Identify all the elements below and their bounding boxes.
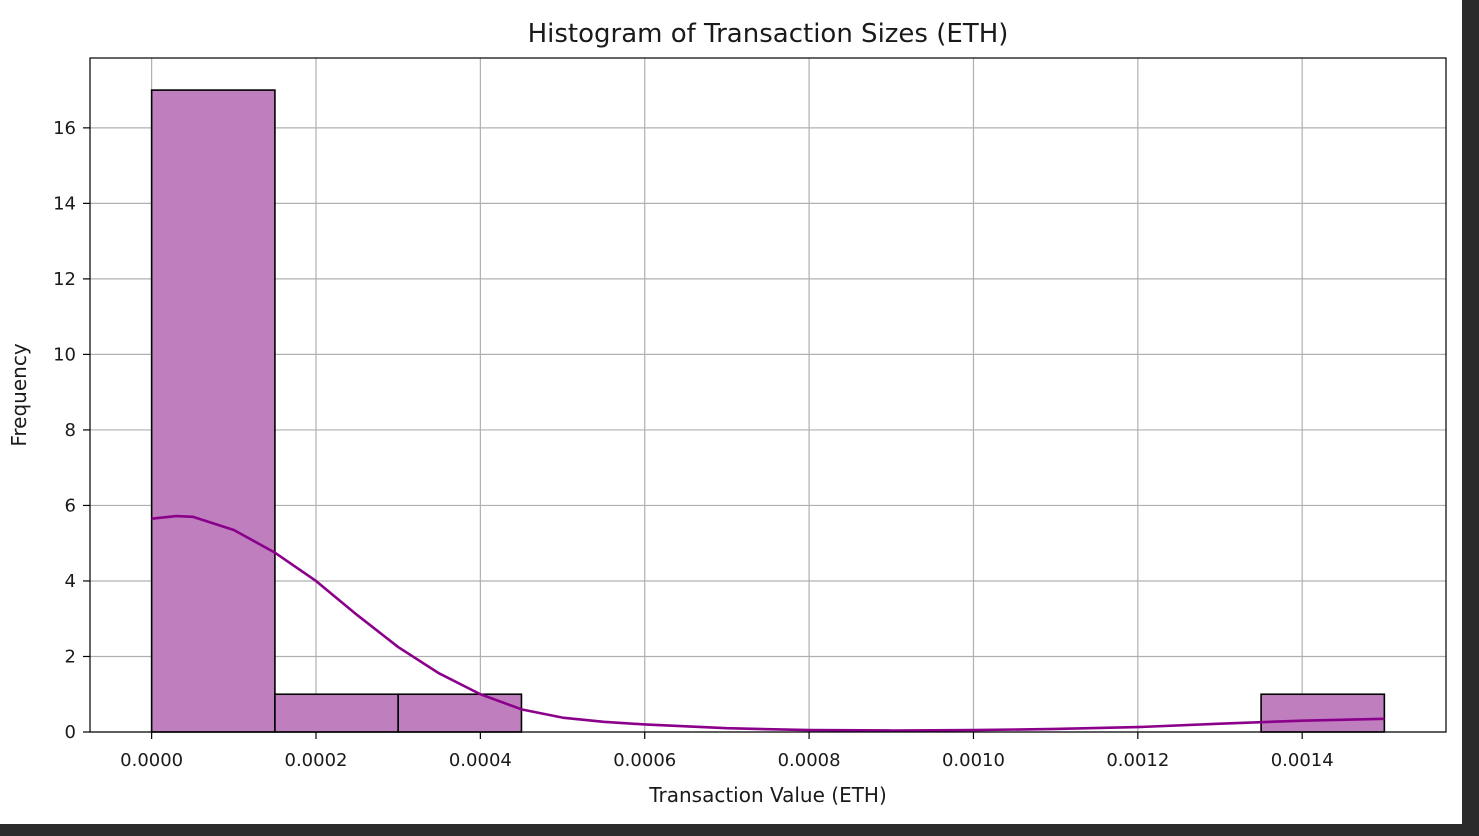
figure: 0.0000 0.0002 0.0004 0.0006 0.0008 0.0010 0.00…	[0, 0, 1462, 824]
y-tick-label: 10	[53, 344, 76, 365]
y-tick-label: 6	[65, 495, 76, 516]
plot-frame	[89, 57, 1447, 733]
y-tick-label: 14	[53, 193, 76, 214]
kde-curve	[151, 514, 1385, 732]
histogram-bar	[397, 693, 523, 733]
histogram-bar	[1260, 693, 1386, 733]
x-tick-label: 0.0010	[942, 750, 1005, 771]
y-tick-label: 12	[53, 269, 76, 290]
x-tick-label: 0.0006	[613, 750, 676, 771]
y-tick-label: 2	[65, 646, 76, 667]
x-tick-label: 0.0008	[778, 750, 841, 771]
y-tick-label: 4	[65, 571, 76, 592]
histogram-chart: 0.0000 0.0002 0.0004 0.0006 0.0008 0.0010 0.00…	[7, 19, 1447, 807]
x-tick-label: 0.0002	[285, 750, 348, 771]
y-axis-ticks: 0 2 4 6 8 10 12 14 16	[53, 118, 90, 743]
x-tick-label: 0.0012	[1106, 750, 1169, 771]
y-tick-label: 8	[65, 420, 76, 441]
kde-curve-group	[151, 514, 1385, 732]
histogram-bars	[150, 89, 1386, 733]
x-tick-label: 0.0004	[449, 750, 512, 771]
y-tick-label: 0	[65, 722, 76, 743]
x-axis-ticks: 0.0000 0.0002 0.0004 0.0006 0.0008 0.0010 0.00…	[120, 732, 1334, 771]
histogram-bar	[274, 693, 399, 733]
grid	[90, 58, 1446, 733]
y-axis-label: Frequency	[7, 343, 31, 446]
histogram-bar	[150, 89, 276, 733]
chart-title: Histogram of Transaction Sizes (ETH)	[528, 19, 1009, 49]
y-tick-label: 16	[53, 118, 76, 139]
x-tick-label: 0.0014	[1271, 750, 1334, 771]
x-axis-label: Transaction Value (ETH)	[648, 783, 887, 807]
x-tick-label: 0.0000	[120, 750, 183, 771]
